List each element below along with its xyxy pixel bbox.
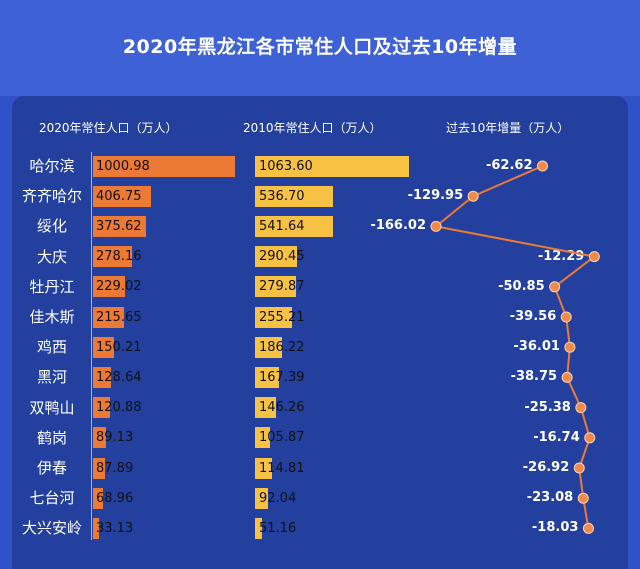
data-label-2010: 279.87 — [259, 279, 305, 295]
bar-2010 — [255, 246, 298, 268]
data-label-2020: 375.62 — [96, 218, 142, 234]
data-label-2020: 215.65 — [96, 309, 142, 325]
category-axis — [91, 152, 92, 540]
header-band — [0, 0, 640, 96]
bar-2010 — [255, 276, 296, 298]
data-label-change: -25.38 — [524, 399, 571, 415]
city-label: 鸡西 — [36, 338, 67, 357]
data-label-2010: 1063.60 — [259, 158, 313, 174]
bar-2020 — [93, 427, 106, 449]
city-label: 双鸭山 — [29, 398, 75, 417]
data-label-2010: 186.22 — [259, 339, 305, 355]
data-label-2020: 33.13 — [96, 520, 134, 536]
data-label-change: -39.56 — [509, 309, 557, 324]
column-header-2010: 2010年常住人口（万人） — [243, 121, 382, 135]
data-label-2020: 1000.98 — [96, 158, 150, 174]
bar-2020 — [93, 185, 151, 207]
bar-2020 — [93, 487, 103, 509]
bar-2020 — [93, 155, 235, 177]
data-label-2020: 406.75 — [96, 188, 142, 204]
city-label: 佳木斯 — [29, 308, 75, 326]
bar-2020 — [93, 215, 147, 237]
city-label: 黑河 — [36, 368, 67, 387]
bar-2010 — [255, 366, 280, 388]
data-label-2010: 92.04 — [259, 490, 297, 506]
data-label-change: -36.01 — [513, 339, 560, 355]
change-point — [430, 220, 442, 232]
column-header-change: 过去10年增量（万人） — [446, 121, 570, 135]
data-label-2010: 146.26 — [259, 400, 305, 416]
change-point — [584, 432, 596, 444]
bar-2020 — [93, 517, 99, 539]
data-label-2020: 278.16 — [96, 249, 142, 265]
bar-2010 — [255, 155, 409, 177]
city-label: 大兴安岭 — [21, 519, 82, 538]
data-label-2010: 167.39 — [259, 369, 305, 385]
bar-2010 — [255, 306, 292, 328]
city-label: 哈尔滨 — [29, 157, 75, 175]
change-point — [549, 281, 561, 293]
data-label-change: -50.85 — [498, 278, 545, 294]
bar-2010 — [255, 457, 272, 479]
data-label-change: -18.03 — [531, 520, 579, 536]
bar-2010 — [255, 185, 333, 207]
data-label-2020: 68.96 — [96, 490, 134, 506]
change-point — [573, 462, 585, 474]
data-label-change: -166.02 — [370, 218, 426, 234]
city-label: 伊春 — [36, 459, 67, 477]
change-point — [564, 341, 576, 353]
city-label: 大庆 — [36, 247, 67, 266]
data-label-2020: 89.13 — [96, 430, 134, 446]
change-point — [560, 311, 572, 323]
change-point — [582, 522, 594, 534]
bar-2010 — [255, 427, 271, 449]
data-label-2010: 290.45 — [259, 249, 305, 265]
data-label-2010: 114.81 — [259, 460, 305, 476]
data-label-2020: 150.21 — [96, 339, 142, 355]
city-label: 齐齐哈尔 — [21, 187, 82, 206]
bar-2020 — [93, 397, 111, 419]
data-label-2020: 128.64 — [96, 369, 142, 385]
data-label-change: -62.62 — [485, 158, 533, 173]
data-label-2020: 120.88 — [96, 400, 142, 416]
bar-2010 — [255, 336, 282, 358]
bar-2020 — [93, 246, 133, 268]
city-label: 七台河 — [29, 489, 75, 508]
data-label-2010: 541.64 — [259, 218, 305, 234]
data-label-2010: 255.21 — [259, 309, 305, 325]
change-point — [588, 251, 600, 263]
bar-2020 — [93, 306, 124, 328]
column-header-2020: 2020年常住人口（万人） — [39, 121, 178, 135]
data-label-change: -23.08 — [526, 490, 574, 506]
bar-2010 — [255, 517, 263, 539]
change-point — [561, 371, 573, 383]
bar-2010 — [255, 215, 334, 237]
data-label-2010: 536.70 — [259, 188, 305, 204]
data-label-2020: 87.89 — [96, 460, 134, 476]
data-label-2020: 229.02 — [96, 279, 142, 295]
city-label: 鹤岗 — [36, 428, 67, 447]
data-label-change: -16.74 — [533, 429, 580, 445]
change-point — [577, 492, 589, 504]
city-label: 牡丹江 — [29, 277, 75, 296]
data-label-2010: 51.16 — [259, 520, 297, 536]
change-point — [467, 190, 479, 202]
bar-2020 — [93, 366, 112, 388]
change-point — [537, 160, 549, 172]
data-label-2010: 105.87 — [259, 430, 305, 446]
bar-2020 — [93, 276, 126, 298]
city-label: 绥化 — [36, 217, 67, 236]
change-point — [575, 402, 587, 414]
bar-2020 — [93, 336, 115, 358]
data-label-change: -38.75 — [510, 369, 558, 385]
chart-title: 2020年黑龙江各市常住人口及过去10年增量 — [122, 36, 518, 58]
data-label-change: -26.92 — [522, 460, 570, 475]
data-label-change: -129.95 — [407, 188, 464, 204]
bar-2010 — [255, 487, 269, 509]
bar-2020 — [93, 457, 106, 479]
bar-2010 — [255, 397, 277, 419]
